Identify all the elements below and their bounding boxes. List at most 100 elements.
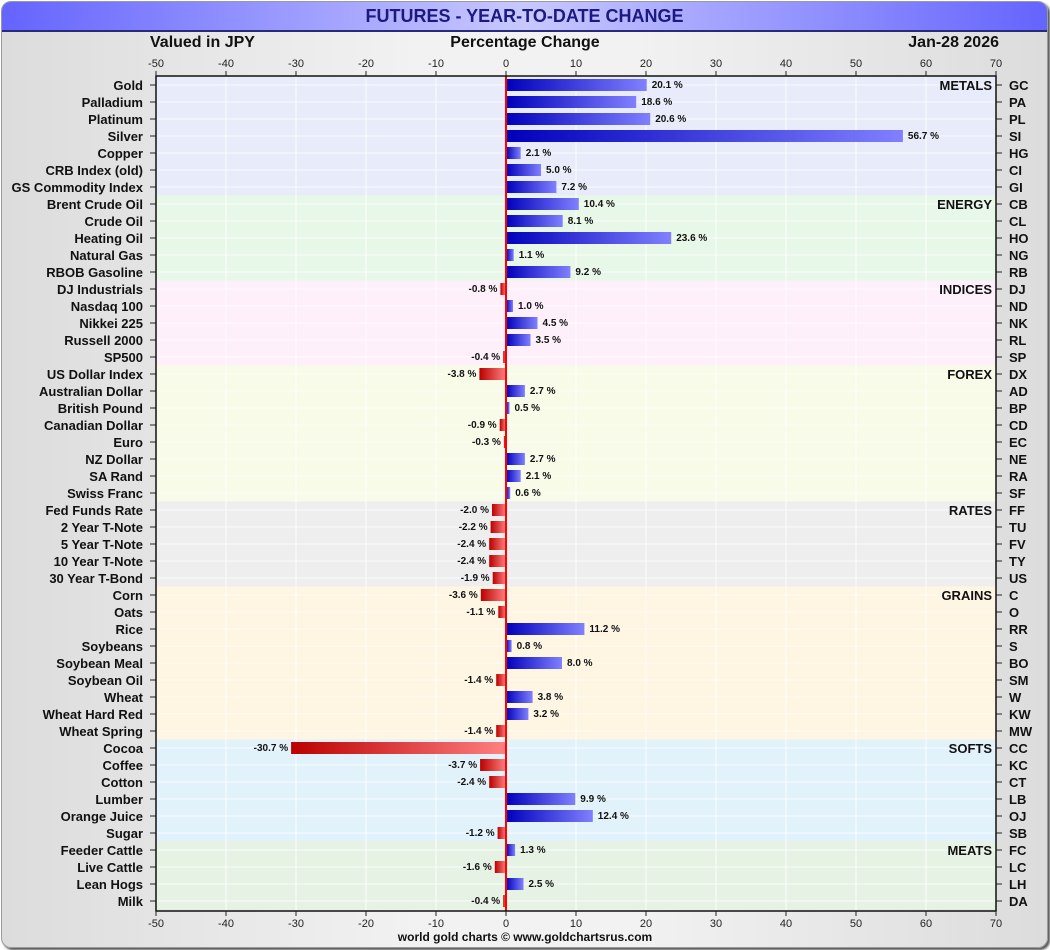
bar-s [506,640,512,652]
row-label: Copper [98,146,144,161]
row-label: Palladium [82,95,143,110]
code-label: NE [1009,452,1027,467]
value-label: -2.0 % [460,505,489,516]
value-label: -1.1 % [466,607,495,618]
tick-label-top: -30 [288,58,304,70]
row-label: Feeder Cattle [61,843,143,858]
row-label: Brent Crude Oil [47,197,143,212]
value-label: 1.3 % [520,845,546,856]
axis-title: Percentage Change [450,34,600,51]
code-label: GC [1009,78,1029,93]
currency-note: Valued in JPY [150,34,255,51]
code-label: RR [1009,622,1028,637]
value-label: -0.4 % [471,352,500,363]
code-label: RA [1009,469,1028,484]
code-label: SB [1009,826,1027,841]
bar-nk [506,317,538,329]
bar-cc [291,742,506,754]
bar-lb [506,793,576,805]
value-label: -2.4 % [457,556,486,567]
code-label: RL [1009,333,1026,348]
value-label: 2.5 % [529,879,555,890]
row-label: Russell 2000 [64,333,143,348]
tick-label-top: 30 [710,58,722,70]
bar-cl [506,215,563,227]
bar-ne [506,453,525,465]
row-label: Rice [116,622,143,637]
section-label-energy: ENERGY [937,197,992,212]
row-label: Gold [113,78,143,93]
value-label: 2.1 % [526,471,552,482]
section-label-meats: MEATS [947,843,992,858]
tick-label-bottom: 40 [780,918,792,930]
value-label: -1.2 % [466,828,495,839]
bar-ra [506,470,521,482]
bar-ho [506,232,672,244]
bar-sm [496,674,506,686]
code-label: EC [1009,435,1028,450]
row-label: CRB Index (old) [46,163,144,178]
bar-fc [506,844,516,856]
code-label: HO [1009,231,1029,246]
row-label: Corn [113,588,143,603]
value-label: 2.1 % [526,148,552,159]
bar-fv [489,538,506,550]
tick-label-bottom: 0 [503,918,509,930]
code-label: CT [1009,775,1026,790]
row-label: Sugar [106,826,143,841]
value-label: 3.5 % [536,335,562,346]
code-label: CC [1009,741,1028,756]
tick-label-bottom: 70 [990,918,1002,930]
bar-sf [506,487,511,499]
value-label: 18.6 % [641,97,672,108]
code-label: PL [1009,112,1026,127]
code-label: FV [1009,537,1026,552]
bar-kc [480,759,506,771]
code-label: BP [1009,401,1027,416]
tick-label-top: 40 [780,58,792,70]
value-label: 5.0 % [546,165,572,176]
code-label: W [1009,690,1022,705]
row-label: Nasdaq 100 [71,299,143,314]
chart-date: Jan-28 2026 [908,34,999,51]
bar-dx [479,368,506,380]
tick-label-top: 0 [503,58,509,70]
value-label: 2.7 % [530,454,556,465]
tick-label-bottom: -40 [218,918,234,930]
bar-us [492,572,506,584]
code-label: CL [1009,214,1026,229]
bar-o [498,606,506,618]
bar-ci [506,164,541,176]
row-label: 2 Year T-Note [61,520,143,535]
code-label: KW [1009,707,1031,722]
code-label: LC [1009,860,1027,875]
row-label: 30 Year T-Bond [49,571,143,586]
code-label: SP [1009,350,1027,365]
bar-bo [506,657,562,669]
value-label: -1.4 % [464,675,493,686]
section-label-softs: SOFTS [949,741,993,756]
code-label: SI [1009,129,1021,144]
code-label: OJ [1009,809,1026,824]
row-label: Heating Oil [74,231,143,246]
bar-pa [506,96,637,108]
bar-oj [506,810,593,822]
value-label: 56.7 % [908,131,939,142]
code-label: KC [1009,758,1028,773]
code-label: FC [1009,843,1027,858]
bar-cd [499,419,506,431]
row-label: Wheat Hard Red [43,707,143,722]
section-label-metals: METALS [940,78,993,93]
bar-sp [503,351,506,363]
row-label: Coffee [103,758,143,773]
value-label: 3.8 % [538,692,564,703]
bar-si [506,130,903,142]
row-label: Lumber [95,792,143,807]
code-label: LB [1009,792,1026,807]
code-label: DX [1009,367,1027,382]
row-label: Crude Oil [84,214,143,229]
bar-bp [506,402,510,414]
row-label: US Dollar Index [47,367,144,382]
row-label: Canadian Dollar [44,418,143,433]
tick-label-bottom: -30 [288,918,304,930]
